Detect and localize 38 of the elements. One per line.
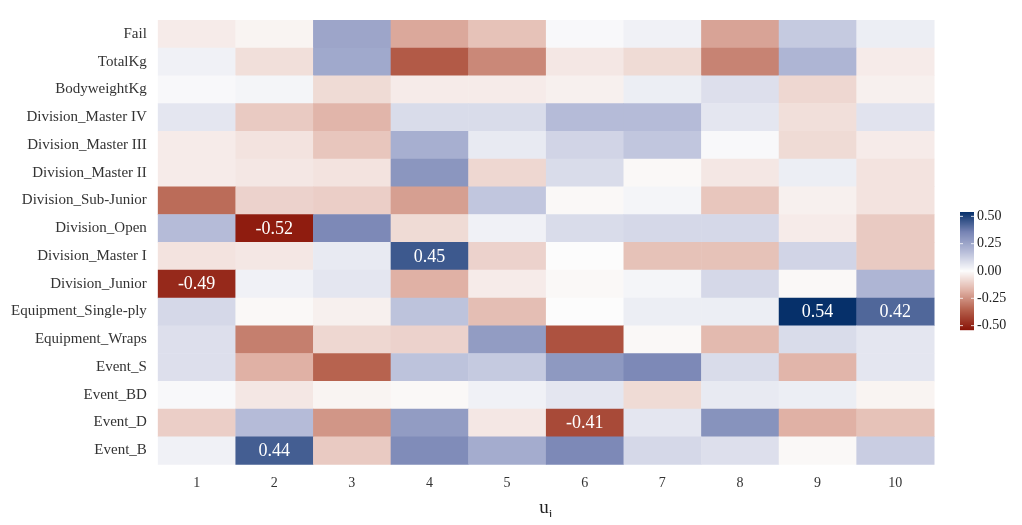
color-bar-label: -0.50 bbox=[977, 317, 1007, 333]
y-tick-label: Division_Sub-Junior bbox=[21, 191, 147, 208]
y-tick-label: Event_B bbox=[94, 441, 147, 458]
x-tick-label: 4 bbox=[425, 475, 433, 491]
x-tick-label: 2 bbox=[270, 475, 278, 491]
data-label: -0.49 bbox=[177, 273, 216, 294]
data-label: 0.44 bbox=[258, 440, 290, 461]
data-label: -0.52 bbox=[255, 217, 293, 238]
y-tick-label: Division_Master III bbox=[27, 135, 147, 152]
x-tick-label: 1 bbox=[193, 475, 201, 491]
y-tick-label: Equipment_Single-ply bbox=[10, 302, 148, 319]
x-tick-label: 10 bbox=[888, 475, 903, 491]
x-tick-label: 9 bbox=[814, 475, 822, 491]
x-tick-label: 6 bbox=[581, 475, 589, 491]
x-tick-label: 8 bbox=[736, 475, 744, 491]
color-bar-label: 0.00 bbox=[977, 262, 1002, 278]
y-tick-label: Equipment_Wraps bbox=[34, 330, 147, 347]
y-tick-label: Division_Open bbox=[55, 219, 148, 236]
x-tick-label: 7 bbox=[658, 475, 666, 491]
y-tick-label: Event_BD bbox=[83, 385, 147, 402]
x-tick-label: 3 bbox=[348, 475, 356, 491]
y-tick-label: Fail bbox=[123, 24, 147, 41]
color-bar-label: -0.25 bbox=[977, 289, 1007, 305]
y-tick-label: Division_Master IV bbox=[26, 108, 147, 125]
y-tick-label: BodyweightKg bbox=[55, 80, 148, 97]
y-tick-label: Division_Master I bbox=[37, 246, 147, 263]
color-bar-label: 0.25 bbox=[977, 235, 1002, 251]
y-tick-label: Division_Master II bbox=[32, 163, 147, 180]
color-bar-label: 0.50 bbox=[977, 208, 1002, 224]
x-tick-label: 5 bbox=[503, 475, 511, 491]
y-tick-label: Event_D bbox=[93, 413, 147, 430]
data-label: 0.54 bbox=[801, 301, 834, 322]
data-label: 0.45 bbox=[413, 245, 446, 266]
data-label: -0.41 bbox=[565, 412, 604, 433]
y-tick-label: TotalKg bbox=[97, 52, 148, 69]
y-tick-label: Event_S bbox=[95, 357, 147, 374]
data-label: 0.42 bbox=[879, 301, 911, 322]
y-tick-label: Division_Junior bbox=[50, 274, 147, 291]
